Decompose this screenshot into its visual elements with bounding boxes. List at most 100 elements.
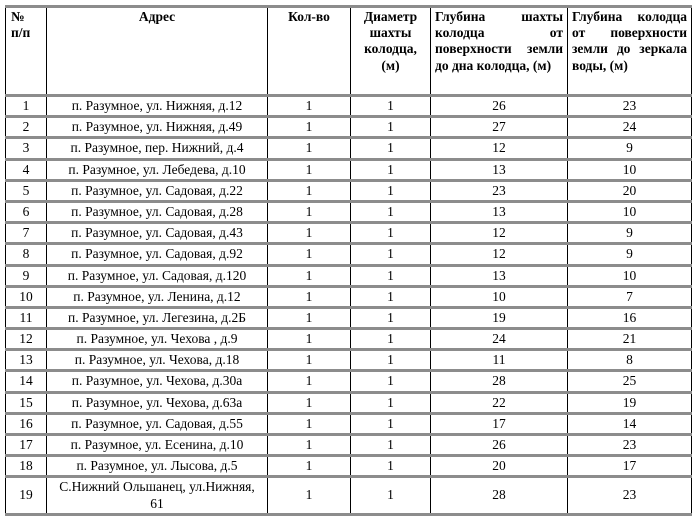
qty-cell: 1 (267, 432, 351, 458)
depth-bottom-cell: 28 (430, 369, 568, 394)
diameter-cell: 1 (350, 305, 431, 331)
depth-bottom-cell: 13 (430, 199, 568, 225)
col-header-quantity: Кол-во (267, 5, 351, 97)
table-row: 8 п. Разумное, ул. Садовая, д.92 1 1 12 9 (5, 242, 692, 267)
qty-cell: 1 (267, 136, 351, 161)
qty-cell: 1 (267, 348, 351, 373)
depth-water-cell: 14 (567, 411, 692, 437)
diameter-cell: 1 (350, 432, 431, 458)
address-cell: п. Разумное, ул. Есенина, д.10 (46, 432, 268, 458)
depth-water-cell: 7 (567, 284, 692, 309)
depth-bottom-cell: 27 (430, 115, 568, 140)
address-cell: п. Разумное, ул. Ленина, д.12 (46, 284, 268, 309)
row-num-cell: 7 (5, 221, 47, 246)
qty-cell: 1 (267, 93, 351, 119)
row-num-cell: 11 (5, 305, 47, 331)
address-cell: п. Разумное, пер. Нижний, д.4 (46, 136, 268, 161)
depth-water-cell: 9 (567, 242, 692, 267)
row-num-cell: 4 (5, 157, 47, 182)
depth-bottom-cell: 28 (430, 475, 568, 516)
table-row: 4 п. Разумное, ул. Лебедева, д.10 1 1 13 10 (5, 157, 692, 182)
qty-cell: 1 (267, 115, 351, 140)
qty-cell: 1 (267, 284, 351, 309)
diameter-cell: 1 (350, 411, 431, 437)
depth-bottom-cell: 22 (430, 390, 568, 415)
qty-cell: 1 (267, 390, 351, 415)
table-row: 19 С.Нижний Ольшанец, ул.Нижняя, 61 1 1 28 23 (5, 475, 692, 516)
row-num-cell: 12 (5, 327, 47, 352)
address-cell: п. Разумное, ул. Садовая, д.28 (46, 199, 268, 225)
col-header-address: Адрес (46, 5, 268, 97)
depth-bottom-cell: 19 (430, 305, 568, 331)
address-cell: п. Разумное, ул. Садовая, д.43 (46, 221, 268, 246)
table-row: 1 п. Разумное, ул. Нижняя, д.12 1 1 26 23 (5, 93, 692, 119)
qty-cell: 1 (267, 454, 351, 479)
depth-water-cell: 21 (567, 327, 692, 352)
qty-cell: 1 (267, 199, 351, 225)
table-row: 6 п. Разумное, ул. Садовая, д.28 1 1 13 10 (5, 199, 692, 225)
depth-bottom-cell: 10 (430, 284, 568, 309)
row-num-cell: 15 (5, 390, 47, 415)
address-cell: п. Разумное, ул. Нижняя, д.12 (46, 93, 268, 119)
diameter-cell: 1 (350, 157, 431, 182)
depth-water-cell: 23 (567, 432, 692, 458)
table-row: 2 п. Разумное, ул. Нижняя, д.49 1 1 27 24 (5, 115, 692, 140)
depth-water-cell: 9 (567, 221, 692, 246)
depth-bottom-cell: 13 (430, 263, 568, 288)
qty-cell: 1 (267, 157, 351, 182)
depth-water-cell: 16 (567, 305, 692, 331)
depth-bottom-cell: 23 (430, 178, 568, 203)
diameter-cell: 1 (350, 327, 431, 352)
table-row: 11 п. Разумное, ул. Легезина, д.2Б 1 1 19 16 (5, 305, 692, 331)
row-num-cell: 13 (5, 348, 47, 373)
table-row: 10 п. Разумное, ул. Ленина, д.12 1 1 10 7 (5, 284, 692, 309)
diameter-cell: 1 (350, 263, 431, 288)
depth-bottom-cell: 11 (430, 348, 568, 373)
table-row: 5 п. Разумное, ул. Садовая, д.22 1 1 23 20 (5, 178, 692, 203)
table-row: 3 п. Разумное, пер. Нижний, д.4 1 1 12 9 (5, 136, 692, 161)
row-num-cell: 16 (5, 411, 47, 437)
diameter-cell: 1 (350, 136, 431, 161)
address-cell: п. Разумное, ул. Садовая, д.55 (46, 411, 268, 437)
row-num-cell: 18 (5, 454, 47, 479)
depth-bottom-cell: 12 (430, 136, 568, 161)
diameter-cell: 1 (350, 199, 431, 225)
table-row: 18 п. Разумное, ул. Лысова, д.5 1 1 20 17 (5, 454, 692, 479)
row-num-cell: 8 (5, 242, 47, 267)
address-cell: п. Разумное, ул. Чехова, д.18 (46, 348, 268, 373)
address-cell: п. Разумное, ул. Лысова, д.5 (46, 454, 268, 479)
depth-bottom-cell: 13 (430, 157, 568, 182)
row-num-cell: 3 (5, 136, 47, 161)
qty-cell: 1 (267, 305, 351, 331)
depth-bottom-cell: 26 (430, 432, 568, 458)
depth-bottom-cell: 12 (430, 221, 568, 246)
qty-cell: 1 (267, 327, 351, 352)
address-cell: п. Разумное, ул. Чехова , д.9 (46, 327, 268, 352)
table-row: 17 п. Разумное, ул. Есенина, д.10 1 1 26 23 (5, 432, 692, 458)
depth-bottom-cell: 17 (430, 411, 568, 437)
depth-water-cell: 9 (567, 136, 692, 161)
depth-water-cell: 23 (567, 93, 692, 119)
qty-cell: 1 (267, 475, 351, 516)
row-num-cell: 5 (5, 178, 47, 203)
address-cell: п. Разумное, ул. Чехова, д.30а (46, 369, 268, 394)
address-cell: п. Разумное, ул. Нижняя, д.49 (46, 115, 268, 140)
qty-cell: 1 (267, 221, 351, 246)
header-row: № п/п Адрес Кол-во Диаметр шахты колодца… (5, 5, 692, 97)
qty-cell: 1 (267, 178, 351, 203)
table-row: 13 п. Разумное, ул. Чехова, д.18 1 1 11 8 (5, 348, 692, 373)
address-cell: С.Нижний Ольшанец, ул.Нижняя, 61 (46, 475, 268, 516)
table-row: 14 п. Разумное, ул. Чехова, д.30а 1 1 28 25 (5, 369, 692, 394)
diameter-cell: 1 (350, 454, 431, 479)
diameter-cell: 1 (350, 475, 431, 516)
address-cell: п. Разумное, ул. Садовая, д.120 (46, 263, 268, 288)
address-cell: п. Разумное, ул. Садовая, д.22 (46, 178, 268, 203)
address-cell: п. Разумное, ул. Легезина, д.2Б (46, 305, 268, 331)
address-cell: п. Разумное, ул. Садовая, д.92 (46, 242, 268, 267)
row-num-cell: 1 (5, 93, 47, 119)
depth-water-cell: 23 (567, 475, 692, 516)
diameter-cell: 1 (350, 390, 431, 415)
row-num-cell: 19 (5, 475, 47, 516)
col-header-num: № п/п (5, 5, 47, 97)
qty-cell: 1 (267, 242, 351, 267)
